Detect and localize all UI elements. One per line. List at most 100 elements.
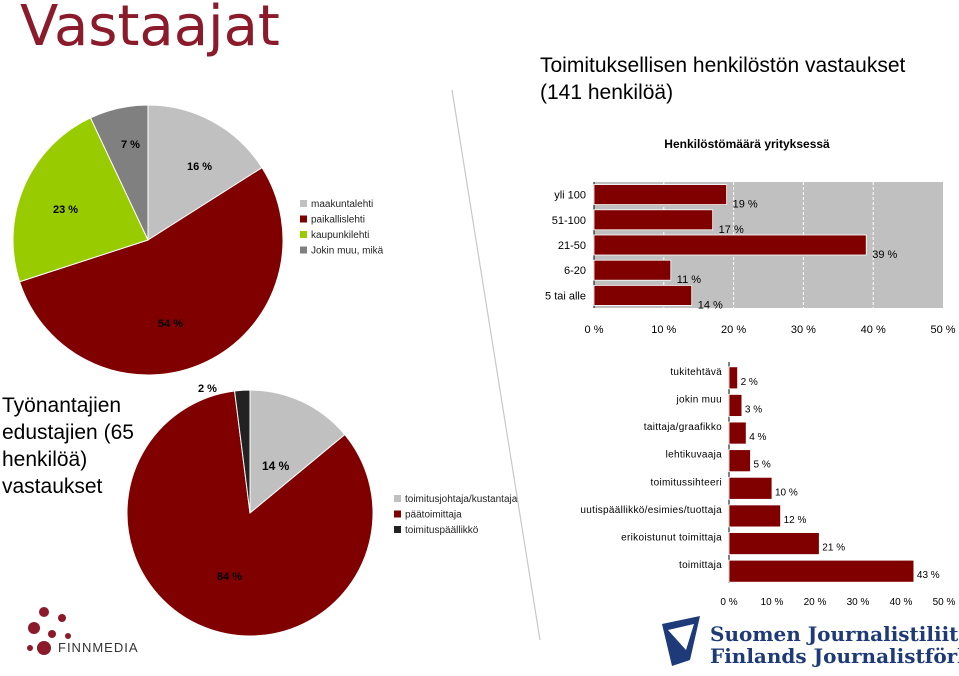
category-label: toimitussihteeri (651, 477, 723, 488)
bar-value-label: 4 % (749, 432, 766, 443)
bar-value-label: 10 % (775, 487, 798, 498)
staff-company-size-bar-chart: 0 % 10 % 20 % 30 % 40 % 50 % yli 100 19 % 51-100… (545, 137, 956, 336)
bar-value-label: 43 % (917, 570, 940, 581)
legend-swatch (394, 526, 401, 533)
bar (593, 259, 672, 281)
finnmedia-logo-dot (58, 614, 66, 622)
category-label: 6-20 (564, 265, 586, 277)
x-tick-label: 20 % (804, 597, 827, 608)
pie-slice-1 (126, 390, 374, 637)
x-tick-label: 50 % (930, 324, 955, 336)
finnmedia-logo-text: FINNMEDIA (58, 640, 139, 655)
pie-slice-0 (147, 104, 263, 241)
x-tick-label: 40 % (890, 597, 913, 608)
category-label: taittaja/graafikko (644, 422, 722, 433)
legend-label: kaupunkilehti (311, 230, 369, 241)
legend-swatch (394, 495, 401, 502)
bar-value-label: 39 % (872, 249, 897, 261)
finnmedia-logo-dot (39, 607, 49, 617)
x-tick-label: 30 % (791, 324, 816, 336)
employer-responses-title: Työnantajien edustajien (65 henkilöä) va… (2, 394, 134, 498)
finnmedia-logo-dot (48, 630, 56, 638)
category-label: tukitehtävä (670, 367, 722, 378)
pie-data-label: 16 % (187, 161, 212, 173)
finnmedia-logo-dot (65, 633, 71, 639)
legend-swatch (300, 200, 307, 207)
x-tick-label: 30 % (847, 597, 870, 608)
bar (728, 532, 820, 555)
sjl-logo-line1: Suomen Journalistiliitto (710, 622, 959, 646)
bar (728, 421, 747, 445)
category-label: jokin muu (676, 394, 723, 405)
bar-value-label: 12 % (784, 515, 807, 526)
staff-paper-type-pie: 16 % 54 % 23 % 7 % maakuntalehti paikallisleh… (12, 104, 384, 376)
x-tick-label: 0 % (585, 324, 604, 336)
legend-label: toimituspäällikkö (405, 525, 479, 536)
finnmedia-logo-dot (28, 622, 40, 634)
category-label: 51-100 (552, 215, 586, 227)
bar-value-label: 2 % (741, 377, 758, 388)
staff-responses-title: Toimituksellisen henkilöstön vastaukset … (540, 54, 906, 104)
pie-slice-2 (234, 389, 251, 514)
pie-slice-0 (249, 389, 346, 515)
bar (728, 366, 739, 390)
legend-label: Jokin muu, mikä (311, 246, 384, 257)
x-tick-label: 10 % (761, 597, 784, 608)
x-tick-label: 50 % (933, 597, 956, 608)
legend-swatch (300, 215, 307, 223)
pie-data-label: 54 % (158, 318, 183, 330)
category-label: uutispäällikkö/esimies/tuottaja (580, 505, 722, 516)
legend-label: paikallislehti (311, 215, 365, 226)
logos: FINNMEDIA Suomen JournalistiliittoFinland… (27, 607, 959, 668)
bar (593, 209, 714, 231)
bar-value-label: 14 % (698, 299, 723, 311)
sjl-logo-mark-inner (668, 624, 694, 650)
bar (593, 184, 728, 206)
bar-value-label: 11 % (677, 274, 701, 286)
page-title: Vastaajat (20, 0, 280, 59)
x-tick-label: 40 % (861, 324, 886, 336)
category-label: toimittaja (679, 560, 722, 571)
bar-value-label: 21 % (822, 543, 845, 554)
finnmedia-logo-dot (37, 641, 51, 655)
pie-data-label: 2 % (198, 383, 217, 395)
pie-data-label: 23 % (53, 204, 78, 216)
bar (728, 449, 751, 473)
chart-title: Henkilöstömäärä yrityksessä (664, 137, 830, 151)
bar (728, 476, 773, 500)
legend-swatch (300, 246, 307, 254)
bar-value-label: 5 % (754, 460, 771, 471)
category-label: 5 tai alle (545, 290, 586, 302)
divider-line (451, 89, 541, 641)
bar (593, 284, 693, 306)
x-tick-label: 20 % (721, 324, 746, 336)
employer-role-pie: 14 % 84 % 2 % toimitusjohtaja/kustantaja pää… (126, 383, 518, 637)
pie-slice-2 (12, 117, 149, 283)
pie-slice-3 (89, 104, 149, 241)
legend-label: päätoimittaja (405, 510, 462, 521)
bar-value-label: 19 % (733, 199, 758, 211)
legend-label: maakuntalehti (311, 199, 373, 210)
category-label: 21-50 (558, 240, 586, 252)
pie-data-label: 14 % (262, 459, 290, 473)
finnmedia-logo-dot (27, 645, 33, 651)
category-label: lehtikuvaaja (666, 450, 723, 461)
x-tick-label: 10 % (651, 324, 676, 336)
sjl-logo-line2: Finlands Journalistförbund (710, 644, 959, 668)
bar (728, 504, 781, 528)
bar (593, 234, 867, 256)
category-label: yli 100 (554, 190, 586, 202)
legend-label: toimitusjohtaja/kustantaja (405, 494, 518, 505)
pie-data-label: 84 % (217, 571, 242, 583)
pie-slice-1 (18, 166, 284, 376)
pie-data-label: 7 % (121, 139, 140, 151)
bar-value-label: 3 % (745, 404, 762, 415)
bar (728, 394, 743, 417)
category-label: erikoistunut toimittaja (621, 533, 722, 544)
legend-swatch (394, 510, 401, 518)
bar (728, 559, 915, 583)
staff-role-bar-chart: 0 % 10 % 20 % 30 % 40 % 50 % tukitehtävä 2 % jok… (580, 362, 956, 608)
legend-swatch (300, 231, 307, 238)
x-tick-label: 0 % (720, 597, 737, 608)
